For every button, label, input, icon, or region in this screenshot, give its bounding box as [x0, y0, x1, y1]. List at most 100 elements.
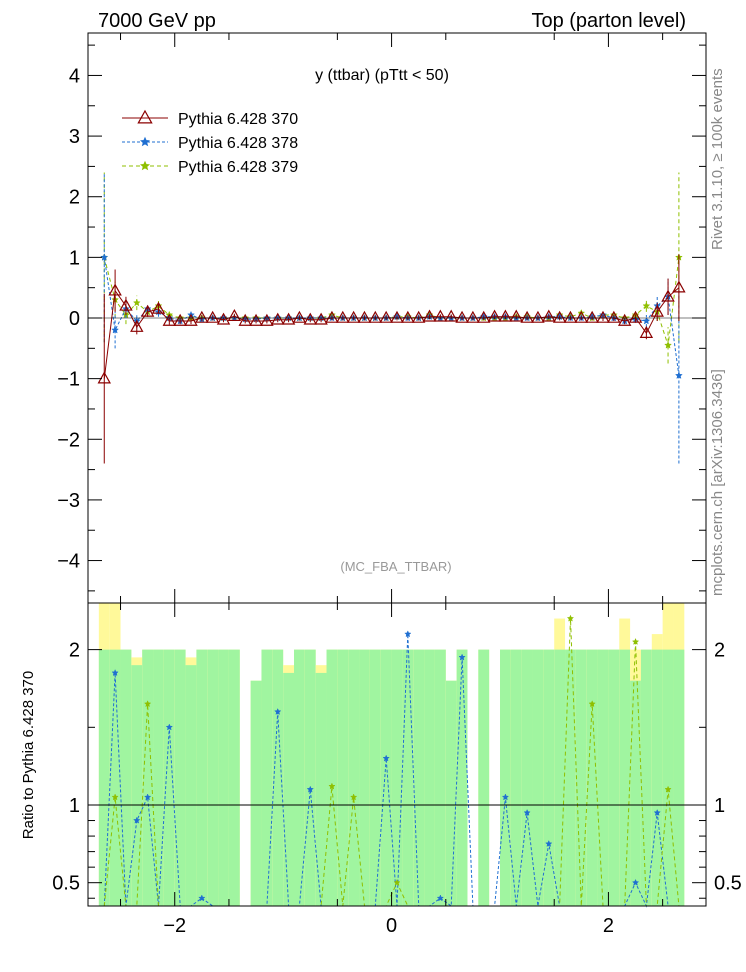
- data-point: [346, 310, 361, 323]
- data-point: [140, 304, 155, 317]
- data-point: [292, 310, 307, 323]
- y-tick-label: 0: [69, 308, 80, 330]
- ratio-point: [588, 700, 596, 708]
- data-point: [444, 309, 458, 322]
- ratio-band-green: [673, 649, 685, 906]
- ratio-band-green: [348, 649, 360, 906]
- rivet-label: Rivet 3.1.10, ≥ 100k events: [709, 68, 726, 250]
- ratio-band-green: [294, 649, 305, 906]
- ratio-band-green: [543, 649, 555, 906]
- mcplots-label: mcplots.cern.ch [arXiv:1306.3436]: [709, 369, 726, 596]
- data-point: [520, 310, 534, 323]
- ratio-y-label: Ratio to Pythia 6.428 370: [20, 671, 37, 839]
- ratio-band-green: [196, 649, 208, 906]
- data-point: [563, 310, 578, 323]
- ratio-band-green: [445, 680, 457, 906]
- data-point: [195, 310, 209, 323]
- data-point: [260, 313, 274, 326]
- ratio-band-green: [391, 649, 403, 906]
- ratio-point: [523, 808, 531, 816]
- data-point: [162, 313, 177, 326]
- data-point: [111, 325, 120, 334]
- data-point: [617, 313, 632, 326]
- ratio-band-green: [456, 649, 468, 906]
- ratio-band-green: [120, 649, 132, 906]
- ratio-point: [458, 653, 466, 661]
- ratio-band-green: [163, 649, 175, 906]
- ratio-band-green: [532, 649, 544, 906]
- ratio-point: [501, 793, 510, 801]
- y-tick-label: −1: [57, 369, 80, 391]
- ratio-band-green: [565, 649, 576, 906]
- ratio-point: [545, 839, 553, 847]
- legend: Pythia 6.428 370 Pythia 6.428 378 Pythia 6…: [122, 109, 298, 176]
- analysis-watermark: (MC_FBA_TTBAR): [340, 559, 451, 574]
- ratio-band-green: [218, 649, 229, 906]
- x-tick-label: 0: [386, 915, 397, 937]
- ratio-band-green: [402, 649, 414, 906]
- ratio-point: [382, 754, 390, 762]
- data-point: [674, 371, 683, 379]
- data-point: [132, 298, 141, 307]
- data-point: [249, 313, 263, 326]
- data-point: [401, 310, 415, 323]
- data-point: [281, 312, 296, 325]
- data-point: [466, 310, 480, 323]
- data-point: [596, 310, 610, 323]
- data-point: [661, 289, 675, 302]
- ratio-point: [404, 630, 412, 638]
- ratio-uncertainty-bands: [98, 603, 685, 906]
- series-pythia-6-428-370: [97, 254, 686, 464]
- ratio-band-green: [424, 649, 435, 906]
- ratio-band-green: [326, 649, 338, 906]
- ratio-band-green: [630, 680, 641, 906]
- ratio-line: [103, 634, 679, 908]
- main-chart-title: y (ttbar) (pTtt < 50): [315, 67, 449, 84]
- ratio-band-green: [434, 649, 446, 906]
- ratio-band-green: [131, 665, 143, 906]
- ratio-band-green: [651, 649, 663, 906]
- ratio-band-green: [283, 672, 294, 906]
- ratio-point: [111, 669, 119, 677]
- data-point: [325, 310, 339, 323]
- ratio-band-green: [510, 649, 522, 906]
- data-point: [531, 310, 545, 323]
- ratio-band-green: [380, 649, 392, 906]
- ratio-point: [198, 894, 206, 902]
- data-point: [552, 310, 567, 323]
- ratio-point: [631, 637, 640, 645]
- ratio-band-green: [500, 649, 511, 906]
- data-point: [151, 301, 166, 314]
- ratio-band-green: [521, 649, 533, 906]
- data-point: [498, 309, 513, 322]
- ratio-band-green: [250, 680, 262, 906]
- ratio-band-green: [185, 665, 197, 906]
- data-point: [314, 312, 328, 325]
- ratio-point: [133, 816, 141, 824]
- ratio-panel-axes: 0.5 0.5 1 1 2 2 −2 0 2: [52, 603, 742, 937]
- y-tick-label: 1: [69, 247, 80, 269]
- ratio-band-green: [337, 649, 349, 906]
- data-point: [455, 310, 469, 323]
- ratio-point: [436, 894, 445, 902]
- data-point: [368, 310, 383, 323]
- ratio-series-1: [103, 630, 679, 908]
- ratio-band-green: [304, 649, 316, 906]
- ratio-band-green: [153, 649, 164, 906]
- data-point: [650, 304, 664, 317]
- legend-marker: [140, 136, 150, 147]
- data-point: [184, 313, 198, 326]
- series-line: [103, 287, 680, 379]
- data-point: [477, 310, 491, 323]
- data-point: [227, 308, 242, 321]
- legend-marker: [137, 109, 153, 124]
- data-point: [336, 310, 350, 323]
- ratio-point: [566, 614, 575, 622]
- series-pythia-6-428-379: [100, 172, 683, 364]
- ratio-y-tick-label: 2: [69, 640, 80, 662]
- ratio-band-green: [228, 649, 240, 906]
- data-point: [97, 371, 111, 384]
- main-panel-y-axis: −4 −3 −2 −1 0 1 2 3 4: [57, 33, 706, 603]
- ratio-point: [328, 782, 336, 790]
